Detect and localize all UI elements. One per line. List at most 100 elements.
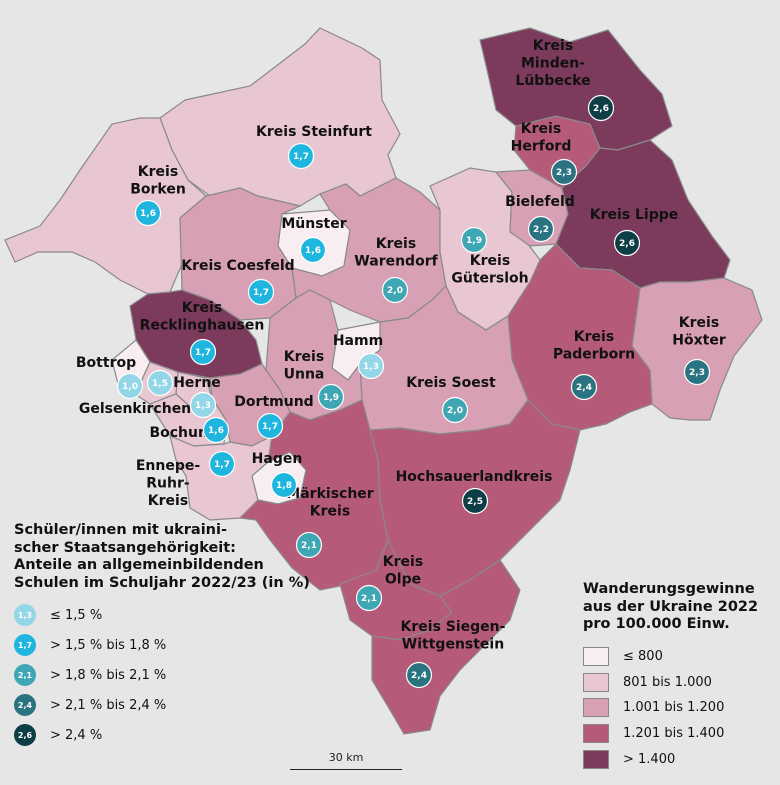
- label-kreis-olpe: Kreis Olpe: [383, 554, 423, 588]
- legend-migration-title: Wanderungsgewinne aus der Ukraine 2022 p…: [583, 581, 759, 632]
- bubble-bielefeld: 2,2: [527, 215, 555, 243]
- legend-item-label: 1.001 bis 1.200: [623, 700, 725, 716]
- bubble-value-hochsauerlandkreis: 2,5: [467, 497, 483, 507]
- bubble-circle-hochsauerlandkreis: [461, 487, 489, 515]
- legend-migration-item: ≤ 800: [583, 644, 778, 670]
- legend-item-label: 1.201 bis 1.400: [623, 726, 725, 742]
- legend-item-label: > 2,1 % bis 2,4 %: [50, 697, 167, 713]
- bubble-circle-maerkischer-kreis: [295, 531, 323, 559]
- label-kreis-minden-luebbecke: Kreis Minden-Lübbecke: [515, 38, 590, 89]
- label-muenster: Münster: [281, 216, 346, 232]
- label-kreis-siegen-wittgenstein: Kreis Siegen-Wittgenstein: [401, 619, 506, 653]
- bubble-muenster: 1,6: [299, 236, 327, 264]
- bubble-kreis-lippe: 2,6: [613, 229, 641, 257]
- label-bielefeld: Bielefeld: [505, 194, 575, 210]
- bubble-circle-kreis-recklinghausen: [189, 338, 217, 366]
- bubble-hagen: 1,8: [270, 471, 298, 499]
- legend-item-label: > 1.400: [623, 752, 676, 768]
- bubble-circle-dortmund: [256, 412, 284, 440]
- region-kreis-warendorf: [291, 177, 447, 323]
- bubble-value-kreis-hoexter: 2,3: [689, 368, 705, 378]
- legend-swatch: [583, 672, 609, 692]
- bubble-circle-kreis-olpe: [355, 584, 383, 612]
- label-bochum: Bochum: [149, 425, 212, 441]
- bubble-maerkischer-kreis: 2,1: [295, 531, 323, 559]
- bubble-circle-hagen: [270, 471, 298, 499]
- bubble-kreis-warendorf: 2,0: [381, 276, 409, 304]
- bubble-bottrop: 1,0: [116, 372, 144, 400]
- scale-label: 30 km: [328, 751, 364, 764]
- bubble-circle-kreis-minden-luebbecke: [587, 94, 615, 122]
- bubble-circle-kreis-warendorf: [381, 276, 409, 304]
- scale-line: [290, 769, 402, 770]
- bubble-kreis-olpe: 2,1: [355, 584, 383, 612]
- label-ennepe-ruhr-kreis: Ennepe-Ruhr-Kreis: [136, 458, 201, 509]
- bubble-circle-kreis-hoexter: [683, 358, 711, 386]
- legend-migration-item: 801 bis 1.000: [583, 669, 778, 695]
- bubble-value-dortmund: 1,7: [262, 422, 278, 432]
- legend-migration-item: 1.001 bis 1.200: [583, 695, 778, 721]
- legend-swatch: [583, 646, 609, 666]
- bubble-circle-kreis-siegen-wittgenstein: [405, 661, 433, 689]
- bubble-kreis-herford: 2,3: [550, 158, 578, 186]
- bubble-hochsauerlandkreis: 2,5: [461, 487, 489, 515]
- legend-dot: 1,7: [14, 634, 36, 656]
- bubble-circle-bielefeld: [527, 215, 555, 243]
- bubble-kreis-borken: 1,6: [134, 199, 162, 227]
- bubble-kreis-steinfurt: 1,7: [287, 142, 315, 170]
- bubble-kreis-minden-luebbecke: 2,6: [587, 94, 615, 122]
- bubble-value-gelsenkirchen: 1,5: [152, 379, 168, 389]
- bubble-gelsenkirchen: 1,5: [146, 369, 174, 397]
- bubble-hamm: 1,3: [357, 352, 385, 380]
- bubble-value-bielefeld: 2,2: [533, 225, 549, 235]
- legend-student-share-item: 1,3 ≤ 1,5 %: [14, 600, 314, 630]
- label-kreis-coesfeld: Kreis Coesfeld: [181, 258, 294, 274]
- label-maerkischer-kreis: Märkischer Kreis: [286, 486, 373, 520]
- legend-item-label: ≤ 800: [623, 648, 663, 664]
- legend-item-label: > 1,8 % bis 2,1 %: [50, 667, 167, 683]
- label-kreis-borken: Kreis Borken: [130, 164, 186, 198]
- label-kreis-steinfurt: Kreis Steinfurt: [256, 124, 372, 140]
- label-bottrop: Bottrop: [76, 355, 136, 371]
- bubble-kreis-paderborn: 2,4: [570, 373, 598, 401]
- bubble-circle-ennepe-ruhr-kreis: [208, 450, 236, 478]
- bubble-circle-muenster: [299, 236, 327, 264]
- legend-dot: 1,3: [14, 604, 36, 626]
- label-kreis-guetersloh: Kreis Gütersloh: [451, 253, 528, 287]
- bubble-value-hamm: 1,3: [363, 362, 379, 372]
- bubble-circle-kreis-unna: [317, 383, 345, 411]
- bubble-value-kreis-guetersloh: 1,9: [466, 236, 482, 246]
- bubble-value-herne: 1,3: [195, 401, 211, 411]
- legend-dot: 2,1: [14, 664, 36, 686]
- bubble-circle-kreis-steinfurt: [287, 142, 315, 170]
- legend-swatch: [583, 698, 609, 718]
- bubble-value-bottrop: 1,0: [122, 382, 138, 392]
- bubble-value-kreis-coesfeld: 1,7: [253, 288, 269, 298]
- legend-item-label: > 2,4 %: [50, 727, 103, 743]
- bubble-bochum: 1,6: [202, 416, 230, 444]
- scale-bar: 30 km: [290, 751, 402, 770]
- legend-item-label: 801 bis 1.000: [623, 674, 712, 690]
- bubble-circle-herne: [189, 391, 217, 419]
- bubble-circle-kreis-paderborn: [570, 373, 598, 401]
- bubble-circle-gelsenkirchen: [146, 369, 174, 397]
- label-dortmund: Dortmund: [234, 394, 313, 410]
- legend-dot: 2,6: [14, 724, 36, 746]
- bubble-dortmund: 1,7: [256, 412, 284, 440]
- bubble-value-kreis-olpe: 2,1: [361, 594, 377, 604]
- bubble-value-bochum: 1,6: [208, 426, 224, 436]
- region-kreis-siegen-wittgenstein: [371, 559, 521, 735]
- bubble-circle-kreis-herford: [550, 158, 578, 186]
- legend-student-share-item: 2,4 > 2,1 % bis 2,4 %: [14, 690, 314, 720]
- bubble-value-kreis-warendorf: 2,0: [387, 286, 403, 296]
- label-kreis-hoexter: Kreis Höxter: [672, 315, 726, 349]
- label-kreis-paderborn: Kreis Paderborn: [553, 329, 635, 363]
- bubble-value-muenster: 1,6: [305, 246, 321, 256]
- label-kreis-lippe: Kreis Lippe: [590, 207, 679, 223]
- legend-item-label: ≤ 1,5 %: [50, 607, 103, 623]
- legend-student-share-item: 2,1 > 1,8 % bis 2,1 %: [14, 660, 314, 690]
- bubble-value-kreis-steinfurt: 1,7: [293, 152, 309, 162]
- legend-student-share-item: 2,6 > 2,4 %: [14, 720, 314, 750]
- bubble-kreis-soest: 2,0: [441, 396, 469, 424]
- bubble-value-kreis-soest: 2,0: [447, 406, 463, 416]
